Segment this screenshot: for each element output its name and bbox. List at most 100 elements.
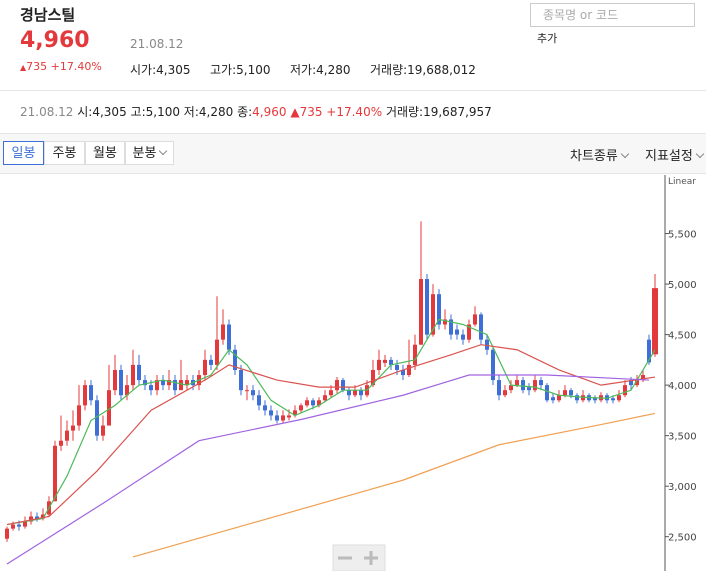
candle-body [419, 279, 423, 345]
candle-body [353, 390, 357, 396]
candle-body [329, 390, 333, 396]
menu-text: 차트종류 [570, 149, 618, 164]
summary-close: 4,960 [252, 105, 287, 119]
candle-body [89, 385, 93, 401]
candle-body [533, 380, 537, 391]
candle-body [167, 380, 171, 386]
candle-body [341, 380, 345, 391]
candle-body [581, 395, 585, 401]
candle-body [515, 380, 519, 386]
caret [159, 146, 168, 156]
change-text: 735 +17.40% [26, 60, 102, 73]
candle-body [107, 390, 111, 426]
candle-body [503, 390, 507, 396]
y-tick-label: 2,500 [668, 533, 697, 544]
candle-body [227, 324, 231, 350]
summary-low: 저:4,280 [183, 105, 234, 119]
candle-body [652, 288, 658, 355]
candle-body [497, 380, 501, 396]
candle-body [539, 380, 543, 386]
candle-body [635, 380, 639, 386]
candle-body [47, 501, 51, 515]
candle-body [587, 395, 591, 401]
menu[interactable]: 지표설정 [645, 145, 705, 164]
summary: 21.08.12 시:4,305 고:5,100 저:4,280 종:4,960… [20, 103, 492, 120]
candle-body [245, 390, 249, 392]
zoom-box[interactable] [332, 544, 386, 571]
summary-change-text: 735 +17.40% [299, 105, 383, 119]
divider [0, 90, 706, 91]
tab[interactable]: 월봉 [85, 141, 125, 165]
candle-body [317, 400, 321, 406]
candle-body [305, 400, 309, 406]
candle-body [311, 400, 315, 406]
candle-body [605, 395, 609, 401]
candle-body [527, 387, 531, 391]
candle-body [617, 395, 621, 401]
candle-body [641, 375, 645, 381]
candle-body [293, 410, 297, 416]
candle-body [563, 390, 567, 396]
y-tick-label: 5,000 [668, 280, 697, 291]
candle-body [383, 359, 387, 363]
candle-body [407, 364, 411, 376]
caret [695, 149, 705, 159]
menu[interactable]: 차트종류 [570, 145, 630, 164]
candle-body [359, 390, 363, 396]
candle-body [161, 380, 165, 386]
candle-body [575, 395, 579, 401]
candle-body [599, 395, 603, 401]
candle-body [113, 369, 117, 391]
moving-average [6, 344, 656, 526]
candle-body [11, 524, 15, 529]
candle-body [5, 528, 9, 539]
candle-body [395, 364, 399, 370]
tab[interactable]: 일봉 [3, 141, 44, 165]
candle-body [143, 380, 147, 386]
candle-body [251, 390, 255, 396]
add-button[interactable]: 추가 [537, 32, 558, 45]
candle-body [179, 380, 183, 391]
candle-body [425, 279, 429, 335]
caret [620, 149, 630, 159]
y-tick-label: 5,500 [668, 230, 697, 241]
candle-body [611, 398, 615, 401]
moving-average [6, 318, 656, 526]
candle-body [647, 339, 651, 363]
change: ▲735 +17.40% [20, 60, 102, 73]
candle-body [473, 314, 477, 325]
candle-body [593, 398, 597, 401]
candle-body [545, 385, 549, 401]
search-box[interactable]: 종목명 or 코드 [530, 3, 695, 27]
candle-body [269, 410, 273, 416]
candle-body [521, 380, 525, 391]
candle-body [185, 380, 189, 386]
zoom-controls[interactable] [332, 544, 386, 571]
y-tick-label: 4,000 [668, 381, 697, 392]
candle-body [257, 395, 261, 406]
date: 21.08.12 [130, 37, 184, 51]
candle-body [323, 395, 327, 401]
candle-body [131, 364, 135, 386]
tab[interactable]: 분봉 [125, 141, 174, 165]
candle-body [71, 425, 75, 431]
candle-body [449, 319, 453, 335]
candle-body [17, 524, 21, 527]
candle-body [551, 397, 555, 401]
candle-body [365, 385, 369, 396]
stock-name: 경남스틸 [20, 6, 76, 24]
candle-body [239, 369, 243, 391]
candle-body [437, 294, 441, 325]
low: 저가:4,280 [290, 63, 351, 77]
candle-body [467, 324, 471, 340]
tab[interactable]: 주봉 [44, 141, 85, 165]
candle-body [191, 380, 195, 386]
candle-body [485, 339, 489, 350]
candle-body [287, 415, 291, 418]
moving-average [132, 412, 656, 558]
candle-body [155, 380, 159, 391]
candle-body [29, 516, 33, 522]
candle-body [275, 415, 279, 421]
candle-body [137, 364, 141, 381]
candle-body [77, 405, 81, 426]
